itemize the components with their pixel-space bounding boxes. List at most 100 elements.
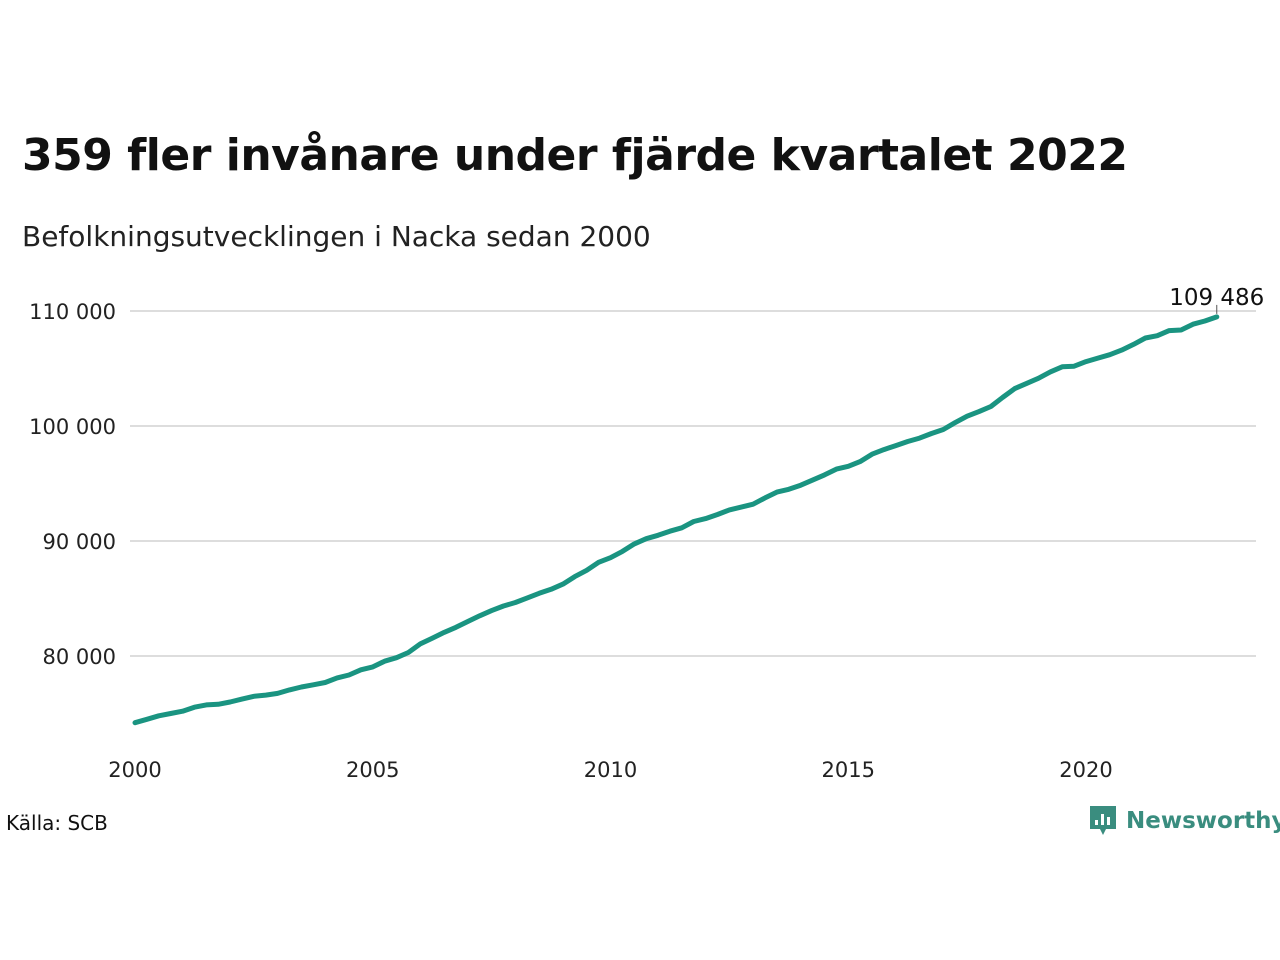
data-point (335, 676, 339, 680)
data-point (1001, 395, 1005, 399)
data-point (668, 529, 672, 533)
data-point (977, 410, 981, 414)
data-point (680, 526, 684, 530)
x-tick-label: 2000 (108, 758, 161, 782)
data-point (192, 705, 196, 709)
series-line (132, 314, 1220, 726)
data-point (371, 665, 375, 669)
data-point (204, 703, 208, 707)
newsworthy-logo-icon (1090, 806, 1116, 835)
data-point (1084, 360, 1088, 364)
data-point (157, 714, 161, 718)
data-point (383, 659, 387, 663)
data-point (561, 582, 565, 586)
data-point (870, 452, 874, 456)
data-point (525, 596, 529, 600)
data-point (299, 685, 303, 689)
data-point (442, 630, 446, 634)
data-point (775, 490, 779, 494)
y-tick-label: 100 000 (29, 415, 116, 439)
data-point (1120, 348, 1124, 352)
data-point (692, 519, 696, 523)
data-point (573, 575, 577, 579)
data-point (478, 614, 482, 618)
data-point (822, 473, 826, 477)
data-point (1096, 356, 1100, 360)
data-point (1203, 319, 1207, 323)
data-point (929, 431, 933, 435)
x-tick-label: 2010 (584, 758, 637, 782)
data-point (1048, 370, 1052, 374)
data-point (1036, 376, 1040, 380)
data-point (454, 625, 458, 629)
data-point (906, 440, 910, 444)
y-tick-label: 80 000 (43, 645, 116, 669)
data-point (311, 683, 315, 687)
data-point (228, 700, 232, 704)
data-point (145, 717, 149, 721)
data-point (466, 620, 470, 624)
data-point (989, 404, 993, 408)
data-point (620, 549, 624, 553)
data-point (585, 568, 589, 572)
data-point (406, 651, 410, 655)
brand-logo[interactable]: Newsworthy (1088, 804, 1280, 838)
data-point (894, 444, 898, 448)
y-tick-label: 110 000 (29, 300, 116, 324)
data-point (216, 702, 220, 706)
data-point (430, 636, 434, 640)
data-point (799, 483, 803, 487)
data-point (656, 533, 660, 537)
data-point (418, 642, 422, 646)
chart-subtitle: Befolkningsutvecklingen i Nacka sedan 20… (22, 220, 651, 253)
data-point (1167, 329, 1171, 333)
data-point (359, 668, 363, 672)
data-point (133, 721, 137, 725)
data-point (502, 604, 506, 608)
data-point (513, 601, 517, 605)
data-point (288, 688, 292, 692)
grid-layer (130, 310, 1256, 657)
x-tick-label: 2005 (346, 758, 399, 782)
data-point (644, 537, 648, 541)
data-point (727, 508, 731, 512)
x-tick-label: 2015 (822, 758, 875, 782)
data-point (1215, 315, 1219, 319)
brand-name: Newsworthy (1126, 808, 1280, 834)
data-point (1013, 387, 1017, 391)
data-point (787, 487, 791, 491)
data-point (537, 591, 541, 595)
end-value-label: 109 486 (1169, 285, 1264, 311)
data-point (834, 467, 838, 471)
data-point (1060, 365, 1064, 369)
data-point (882, 448, 886, 452)
data-point (252, 694, 256, 698)
data-point (1191, 322, 1195, 326)
data-point (811, 478, 815, 482)
series-layer (132, 314, 1220, 726)
data-point (632, 542, 636, 546)
x-tick-label: 2020 (1059, 758, 1112, 782)
data-point (1143, 336, 1147, 340)
data-point (763, 496, 767, 500)
annotation-layer: 109 486 (1169, 285, 1264, 314)
data-point (1179, 328, 1183, 332)
data-point (858, 460, 862, 464)
data-point (549, 587, 553, 591)
data-point (264, 693, 268, 697)
data-point (609, 556, 613, 560)
data-point (1132, 342, 1136, 346)
x-axis-ticks: 2000 2005 2010 2015 2020 (108, 758, 1112, 782)
data-point (1155, 334, 1159, 338)
data-point (941, 427, 945, 431)
data-point (597, 560, 601, 564)
data-point (918, 436, 922, 440)
data-point (276, 691, 280, 695)
data-point (347, 673, 351, 677)
data-point (751, 502, 755, 506)
data-point (323, 680, 327, 684)
data-point (1025, 381, 1029, 385)
data-point (739, 505, 743, 509)
data-point (846, 464, 850, 468)
